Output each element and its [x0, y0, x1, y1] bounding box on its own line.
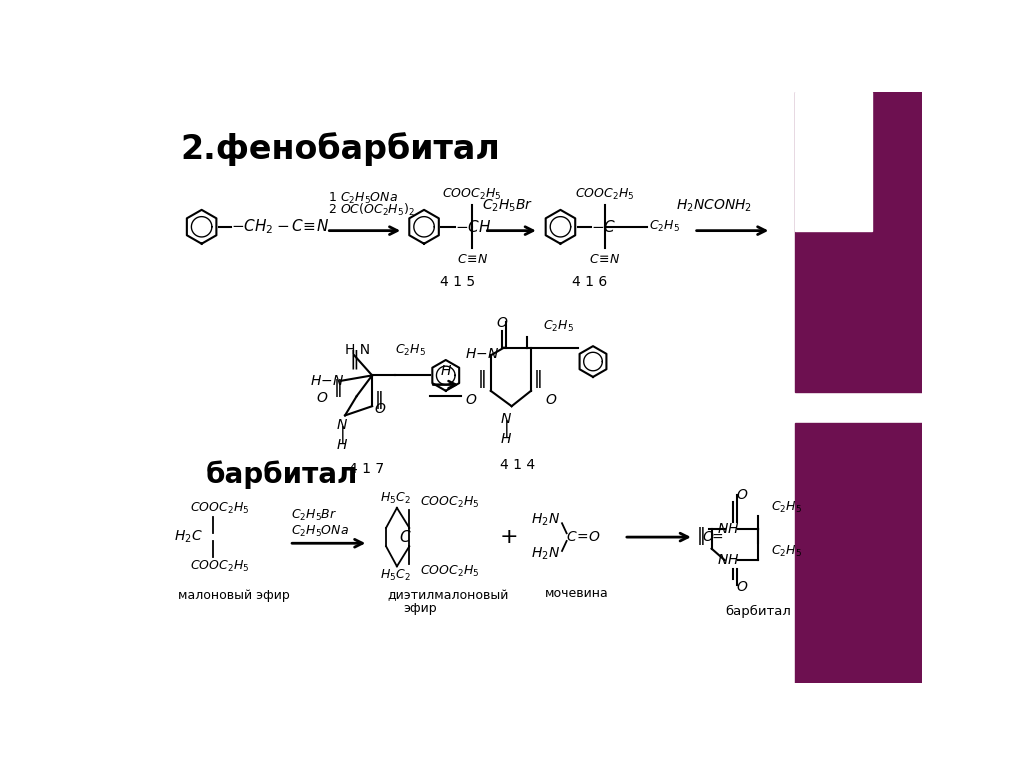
- Polygon shape: [795, 423, 922, 683]
- Text: $COOC_2H_5$: $COOC_2H_5$: [442, 187, 502, 202]
- Text: $O$: $O$: [736, 488, 749, 502]
- Text: $C_2H_5$: $C_2H_5$: [771, 543, 802, 558]
- Text: $1\ C_2H_5ONa$: $1\ C_2H_5ONa$: [328, 191, 398, 206]
- Text: $H$: $H$: [500, 432, 512, 446]
- Text: малоновый эфир: малоновый эфир: [178, 590, 290, 602]
- Text: $2\ OC(OC_2H_5)_2$: $2\ OC(OC_2H_5)_2$: [328, 202, 415, 218]
- Text: $\|$: $\|$: [534, 368, 542, 390]
- Text: $O$: $O$: [315, 391, 328, 406]
- Text: $H_2N$: $H_2N$: [531, 546, 560, 562]
- Text: $O$: $O$: [375, 402, 387, 416]
- Text: 4 1 6: 4 1 6: [572, 275, 607, 288]
- Text: $-CH_2-C\!\equiv\!N$: $-CH_2-C\!\equiv\!N$: [231, 217, 330, 236]
- Text: $COOC_2H_5$: $COOC_2H_5$: [575, 187, 634, 202]
- Polygon shape: [795, 92, 922, 393]
- Text: $\|$: $\|$: [334, 377, 342, 400]
- Text: $COOC_2H_5$: $COOC_2H_5$: [420, 564, 479, 579]
- Text: 4 1 7: 4 1 7: [349, 462, 384, 476]
- Text: $\|$: $\|$: [696, 525, 705, 547]
- Text: $\|$: $\|$: [349, 348, 358, 371]
- Text: $H$: $H$: [336, 438, 348, 452]
- Text: 4 1 4: 4 1 4: [500, 458, 536, 472]
- Text: $|$: $|$: [339, 423, 344, 446]
- Text: диэтилмалоновый: диэтилмалоновый: [388, 590, 509, 602]
- Text: $COOC_2H_5$: $COOC_2H_5$: [190, 500, 249, 515]
- Text: $C_2H_5$: $C_2H_5$: [771, 500, 802, 515]
- Text: $H\!-\!N$: $H\!-\!N$: [310, 374, 345, 388]
- Text: $H_2NCONH_2$: $H_2NCONH_2$: [676, 197, 752, 214]
- Text: $|$: $|$: [503, 417, 509, 439]
- Text: $H_5C_2$: $H_5C_2$: [380, 568, 411, 583]
- Text: H N: H N: [345, 343, 370, 357]
- Text: $\|$: $\|$: [375, 389, 383, 411]
- Polygon shape: [795, 92, 872, 231]
- Text: барбитал: барбитал: [725, 605, 791, 618]
- Text: $NH$: $NH$: [717, 553, 739, 568]
- Text: эфир: эфир: [403, 602, 437, 615]
- Text: $O\!\!=\!$: $O\!\!=\!$: [701, 530, 723, 544]
- Text: $H\!-\!N$: $H\!-\!N$: [465, 347, 500, 360]
- Text: 2.фенобарбитал: 2.фенобарбитал: [180, 132, 501, 166]
- Text: $C\!\equiv\!N$: $C\!\equiv\!N$: [457, 253, 487, 266]
- Text: $C\!\equiv\!N$: $C\!\equiv\!N$: [589, 253, 621, 266]
- Text: $-C$: $-C$: [592, 219, 616, 235]
- Text: $C_2H_5Br$: $C_2H_5Br$: [482, 197, 534, 214]
- Text: $C\!=\!O$: $C\!=\!O$: [566, 530, 600, 544]
- Text: $C_2H_5$: $C_2H_5$: [649, 219, 680, 235]
- Text: $H_2C$: $H_2C$: [174, 529, 203, 545]
- Text: $O$: $O$: [736, 580, 749, 594]
- Text: $NH$: $NH$: [717, 522, 739, 536]
- Text: $C_2H_5Br$: $C_2H_5Br$: [291, 509, 337, 523]
- Text: барбитал: барбитал: [206, 460, 357, 489]
- Text: $C_2H_5ONa$: $C_2H_5ONa$: [291, 524, 349, 538]
- Text: $H_5C_2$: $H_5C_2$: [380, 491, 411, 506]
- Text: $\|$: $\|$: [477, 368, 485, 390]
- Text: $H_2N$: $H_2N$: [531, 512, 560, 528]
- Text: $C_2H_5$: $C_2H_5$: [395, 342, 426, 357]
- Text: $O$: $O$: [465, 393, 477, 407]
- Text: $O$: $O$: [545, 393, 557, 407]
- Text: $COOC_2H_5$: $COOC_2H_5$: [420, 495, 479, 510]
- Text: $H$: $H$: [439, 364, 452, 378]
- Text: $C$: $C$: [399, 529, 412, 545]
- Text: 4 1 5: 4 1 5: [439, 275, 475, 288]
- Text: $C_2H_5$: $C_2H_5$: [543, 319, 573, 334]
- Text: $+$: $+$: [499, 527, 517, 547]
- Text: $N$: $N$: [500, 413, 512, 426]
- Text: $-CH$: $-CH$: [455, 219, 492, 235]
- Text: $O$: $O$: [496, 316, 509, 330]
- Text: $COOC_2H_5$: $COOC_2H_5$: [190, 558, 249, 574]
- Text: мочевина: мочевина: [545, 588, 608, 600]
- Text: $N$: $N$: [336, 418, 348, 432]
